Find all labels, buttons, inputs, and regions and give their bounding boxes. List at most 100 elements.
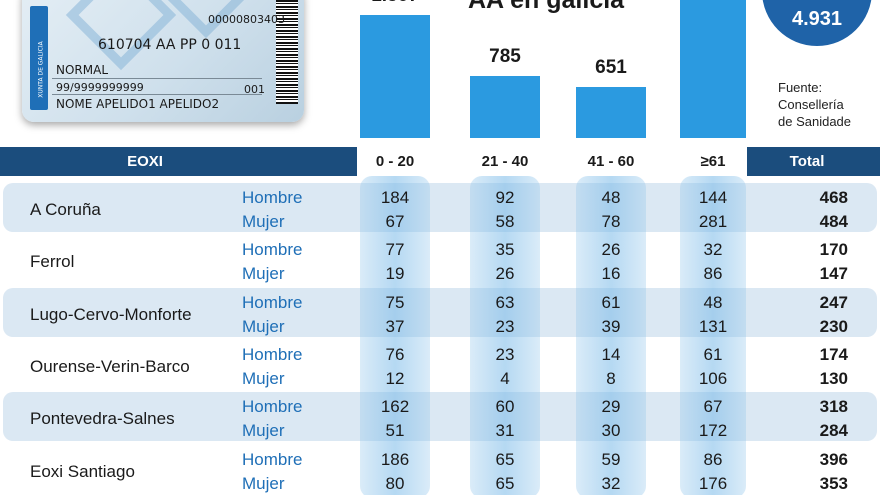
bar-value-label: 1.567: [345, 0, 445, 7]
source-line: de Sanidade: [778, 114, 852, 129]
table-cell: 32: [601, 473, 621, 493]
card-side-strip: XUNTA DE GALICIA: [30, 6, 48, 110]
table-cell: 58: [495, 212, 515, 231]
table-cell: 61: [601, 292, 621, 312]
row-total: 230: [819, 316, 848, 336]
table-cell: 19: [385, 264, 405, 284]
table-cell: 48: [703, 292, 723, 312]
table-cell: 162: [380, 397, 410, 417]
column-highlight: [470, 176, 540, 495]
source-line: Consellería: [778, 97, 844, 112]
table-cell: 60: [495, 397, 515, 417]
age-group-header: 41 - 60: [587, 153, 635, 170]
row-total: 174: [819, 344, 848, 364]
table-cell: 39: [601, 316, 621, 336]
table-cell: 65: [495, 449, 515, 469]
age-group-header: ≥61: [700, 153, 726, 170]
card-issuer: XUNTA DE GALICIA: [37, 41, 45, 98]
table-cell: 8: [606, 368, 616, 388]
table-cell: 144: [698, 188, 728, 207]
row-total: 396: [819, 449, 848, 469]
gender-label: Mujer: [242, 473, 285, 493]
table-cell: 75: [385, 292, 405, 312]
age-group-header: 0 - 20: [375, 153, 415, 170]
table-cell: 76: [385, 344, 405, 364]
row-total: 147: [819, 264, 848, 284]
table-cell: 186: [380, 449, 410, 469]
row-total: 468: [819, 188, 848, 207]
row-total: 170: [819, 240, 848, 260]
table-cell: 14: [601, 344, 621, 364]
table-cell: 23: [495, 316, 515, 336]
gender-label: Hombre: [242, 292, 303, 312]
table-cell: 35: [495, 240, 515, 260]
region-name: A Coruña: [30, 200, 101, 219]
table-cell: 37: [385, 316, 405, 336]
bar-0 - 20: [360, 14, 430, 138]
total-badge: 4.931: [762, 0, 872, 46]
table-cell: 12: [385, 368, 405, 388]
card-decoration: [65, 0, 177, 71]
table-cell: 92: [495, 188, 515, 207]
table-cell: 32: [703, 240, 723, 260]
region-name: Eoxi Santiago: [30, 461, 135, 481]
table-cell: 281: [698, 212, 728, 231]
source-note: Fuente: Consellería de Sanidade: [778, 79, 851, 130]
header-total-cell: Total: [747, 147, 880, 176]
table-cell: 26: [495, 264, 515, 284]
table-cell: 65: [495, 473, 515, 493]
gender-label: Mujer: [242, 264, 285, 284]
header-total-label: Total: [789, 153, 825, 170]
table-cell: 67: [385, 212, 405, 231]
table-cell: 29: [601, 397, 621, 417]
table-cell: 16: [601, 264, 621, 284]
table-cell: 77: [385, 240, 405, 260]
card-seq: 001: [244, 83, 265, 96]
table-cell: 106: [698, 368, 728, 388]
column-highlight: [576, 176, 646, 495]
bar-value-label: 651: [595, 56, 627, 78]
chart-title: AA en galicia: [468, 0, 625, 14]
table-cell: 131: [698, 316, 728, 336]
gender-label: Hombre: [242, 397, 303, 417]
row-total: 353: [819, 473, 848, 493]
table-cell: 86: [703, 264, 723, 284]
gender-label: Mujer: [242, 212, 285, 231]
gender-label: Hombre: [242, 188, 303, 207]
card-barcode: [276, 0, 298, 104]
column-highlight: [680, 176, 746, 495]
gender-label: Mujer: [242, 316, 285, 336]
table-cell: 31: [495, 421, 515, 441]
table-cell: 172: [698, 421, 728, 441]
row-total: 484: [819, 212, 848, 231]
region-name: Ourense-Verin-Barco: [30, 356, 190, 376]
table-cell: 26: [601, 240, 621, 260]
table-cell: 30: [601, 421, 621, 441]
header-region-cell: EOXI: [0, 147, 357, 176]
source-line: Fuente:: [778, 80, 823, 95]
card-id: 99/9999999999: [56, 81, 144, 94]
card-name: NOME APELIDO1 APELIDO2: [56, 97, 220, 111]
gender-label: Mujer: [242, 421, 285, 441]
table-cell: 184: [380, 188, 410, 207]
age-group-header: 21 - 40: [481, 153, 529, 170]
card-number-top: 00000803403: [208, 13, 285, 26]
header-region-label: EOXI: [127, 153, 163, 170]
table-cell: 67: [703, 397, 723, 417]
total-badge-value: 4.931: [791, 8, 843, 30]
table-cell: 80: [385, 473, 405, 493]
card-line: [52, 78, 262, 79]
bar-≥61: [680, 0, 746, 138]
table-cell: 78: [601, 212, 621, 231]
table-cell: 48: [601, 188, 621, 207]
region-name: Ferrol: [30, 252, 75, 272]
column-highlight: [360, 176, 430, 495]
gender-label: Hombre: [242, 449, 303, 469]
gender-label: Hombre: [242, 240, 303, 260]
row-total: 247: [819, 292, 848, 312]
table-cell: 23: [495, 344, 515, 364]
bar-21 - 40: [470, 76, 540, 138]
row-total: 318: [819, 397, 848, 417]
card-line: [52, 94, 262, 95]
table-cell: 61: [703, 344, 723, 364]
